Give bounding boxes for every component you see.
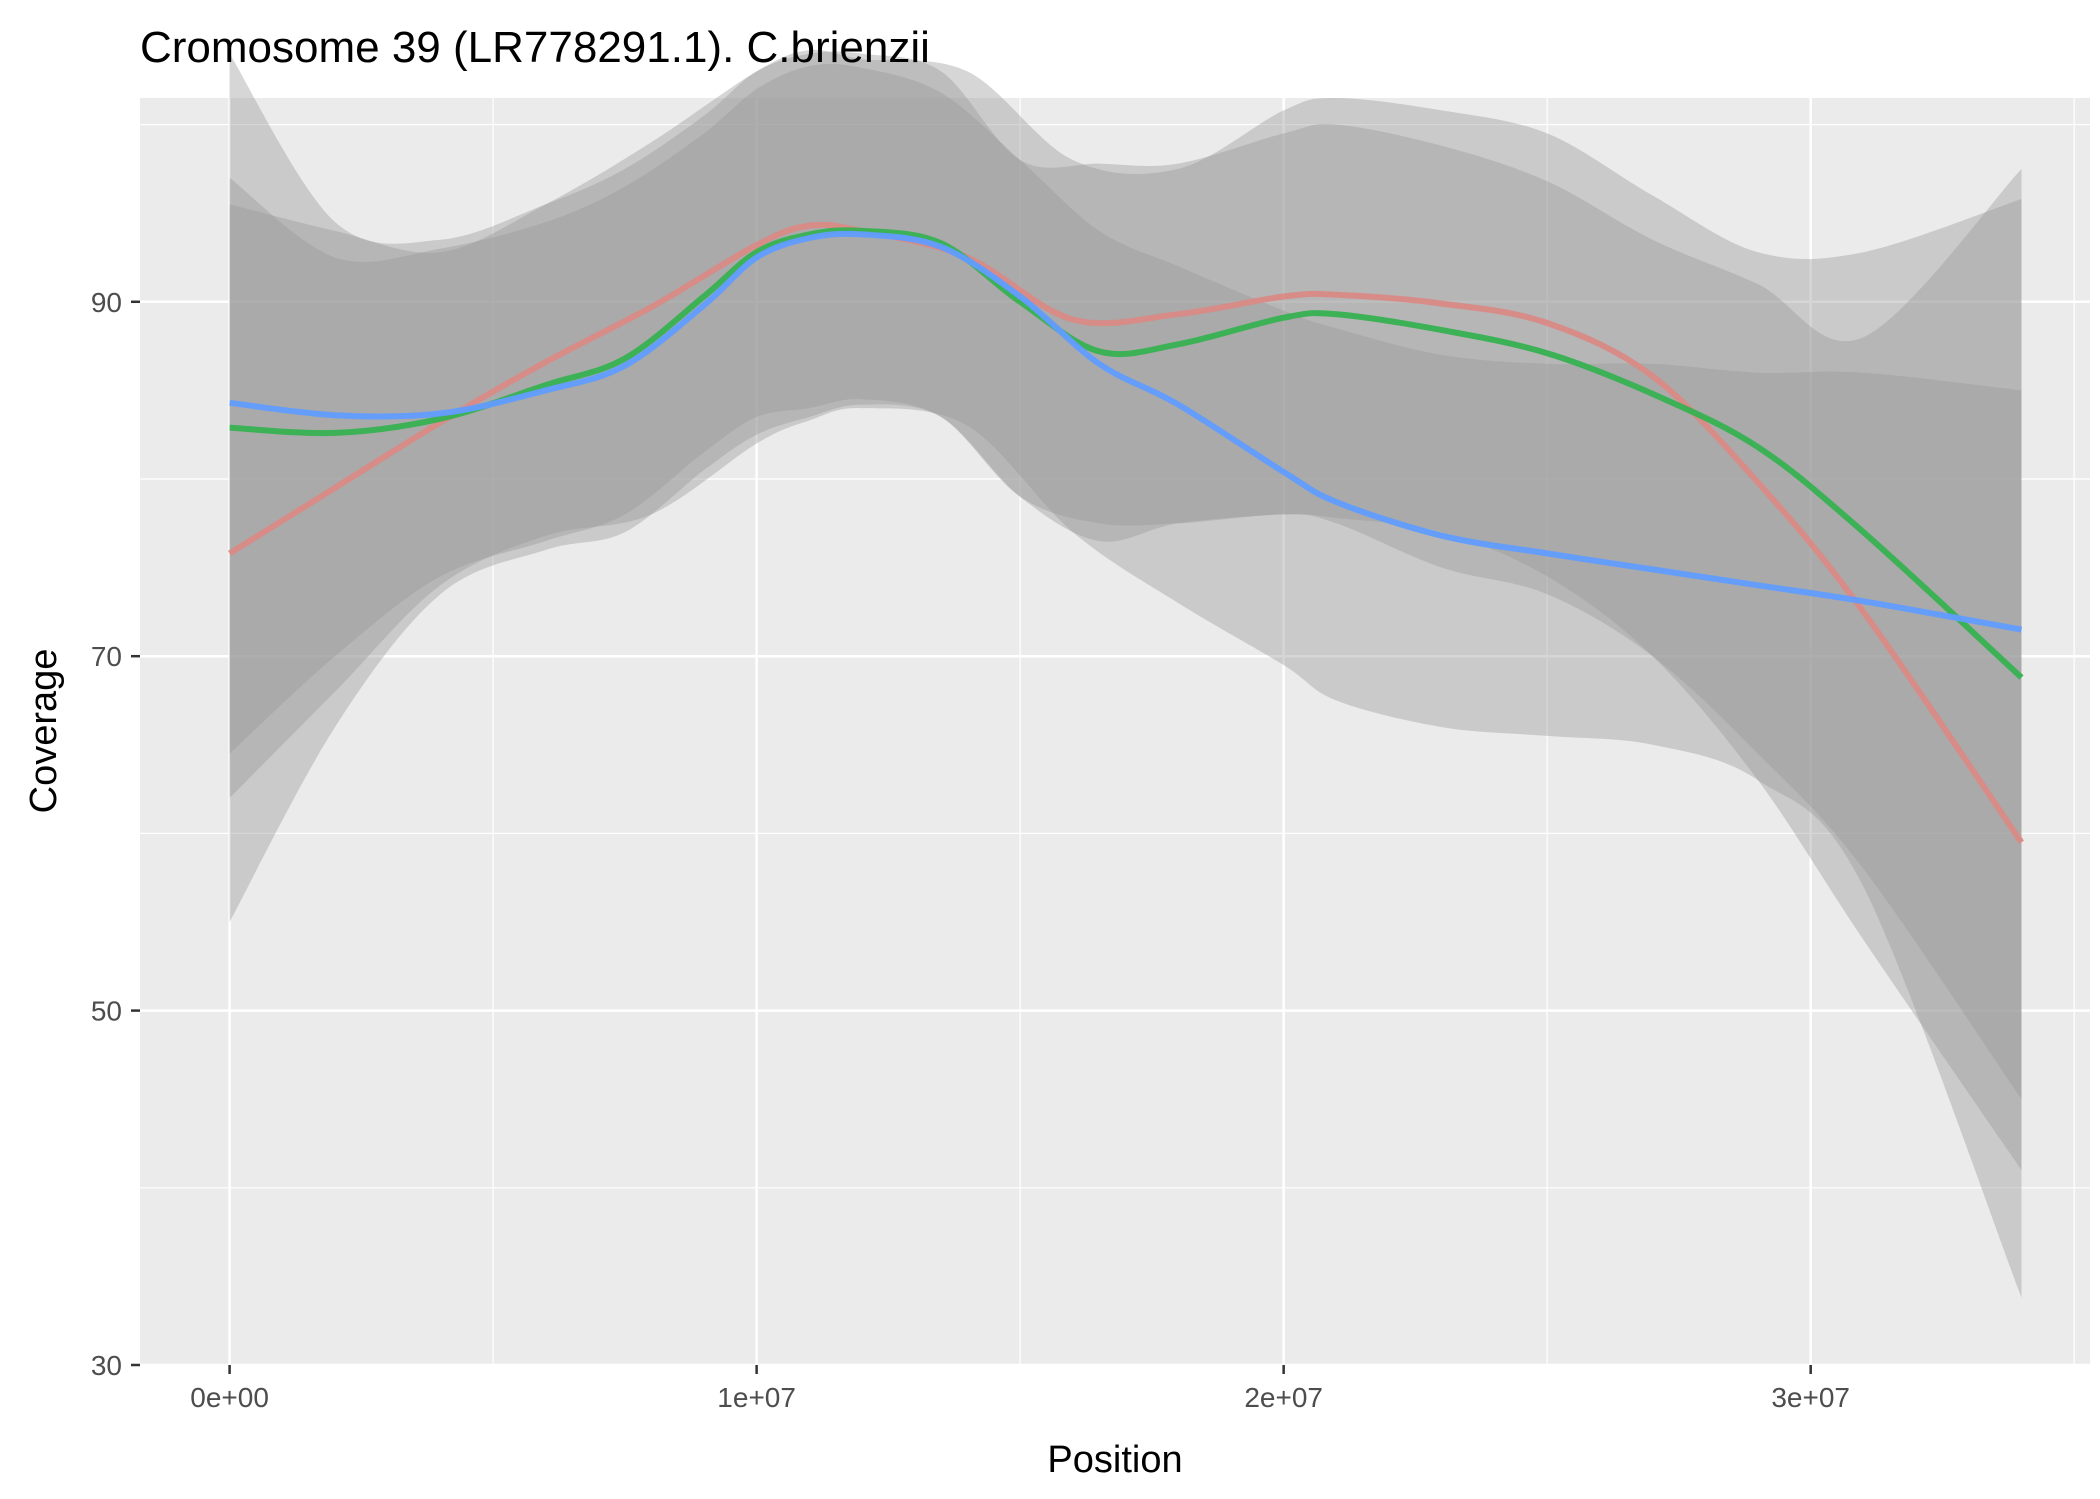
y-tick-label-0: 30 xyxy=(91,1350,122,1381)
x-tick-label-2: 2e+07 xyxy=(1244,1382,1323,1413)
y-axis-title: Coverage xyxy=(23,649,65,814)
series-line-1 xyxy=(228,221,2024,844)
y-tick-label-1: 50 xyxy=(91,996,122,1027)
x-axis-title: Position xyxy=(1047,1439,1182,1481)
chart-title: Cromosome 39 (LR778291.1). C.brienzii xyxy=(140,23,930,72)
minor-gridlines xyxy=(140,98,2090,1365)
x-tick-label-1: 1e+07 xyxy=(717,1382,796,1413)
major-gridlines xyxy=(140,98,2090,1367)
y-tick-label-3: 90 xyxy=(91,287,122,318)
x-tick-label-3: 3e+07 xyxy=(1771,1382,1850,1413)
plot-panel xyxy=(140,98,2090,1365)
x-axis-ticks: 0e+00 1e+07 2e+07 3e+07 xyxy=(190,1365,1850,1413)
series-line-3 xyxy=(229,230,2023,633)
smooth-lines xyxy=(228,221,2024,844)
x-tick-label-0: 0e+00 xyxy=(190,1382,269,1413)
y-axis-ticks: 30 50 70 90 xyxy=(91,287,140,1381)
ribbon-3 xyxy=(229,63,2022,1100)
y-tick-label-2: 70 xyxy=(91,641,122,672)
